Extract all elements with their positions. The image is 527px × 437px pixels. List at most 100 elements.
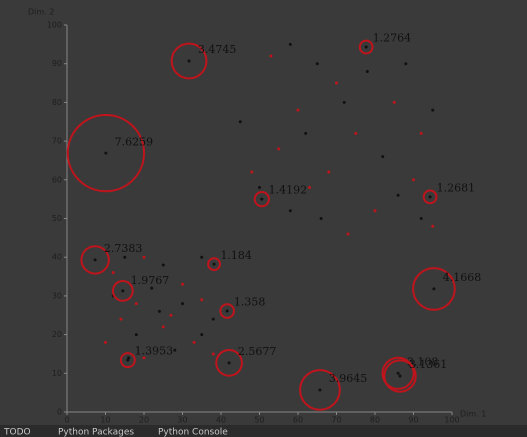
- y-tick-label: 80: [52, 98, 62, 107]
- x-tick-label: 0: [64, 416, 69, 425]
- point: [288, 42, 292, 46]
- outlier-label: 3.1361: [409, 358, 448, 371]
- point: [277, 147, 281, 151]
- outlier-label: 1.4192: [269, 183, 308, 196]
- point: [335, 81, 338, 85]
- point: [327, 170, 331, 174]
- x-axis-label: Dim. 1: [460, 410, 486, 419]
- point: [354, 131, 358, 135]
- y-tick-label: 40: [52, 253, 62, 262]
- outlier-circle: [381, 356, 415, 390]
- x-tick-label: 90: [408, 416, 418, 425]
- outlier-label: 7.6259: [115, 135, 154, 148]
- point: [431, 224, 435, 228]
- point: [346, 232, 350, 236]
- status-item[interactable]: Python Packages: [58, 428, 134, 437]
- point: [123, 255, 127, 259]
- point: [157, 309, 161, 313]
- outlier-label: 3.108: [407, 356, 439, 369]
- x-tick-label: 30: [177, 416, 187, 425]
- outlier-point: [126, 358, 130, 362]
- y-tick-label: 60: [52, 175, 62, 184]
- point: [419, 131, 423, 135]
- y-tick-label: 50: [52, 214, 62, 223]
- outlier-label: 1.9767: [131, 274, 170, 287]
- x-tick-label: 60: [293, 416, 303, 425]
- point: [238, 120, 242, 124]
- outlier-label: 1.3953: [135, 344, 174, 357]
- outlier-point: [396, 371, 400, 375]
- point: [181, 302, 184, 306]
- point: [373, 209, 377, 213]
- status-bar: [0, 425, 527, 437]
- point: [119, 317, 123, 321]
- point: [381, 155, 385, 159]
- outlier-label: 4.1668: [443, 271, 482, 284]
- outlier-point: [212, 262, 216, 266]
- y-tick-label: 0: [57, 408, 62, 417]
- point: [319, 217, 323, 220]
- outlier-circle: [358, 39, 374, 55]
- x-tick-label: 10: [100, 416, 110, 425]
- outlier-circle: [299, 369, 341, 411]
- point: [211, 317, 215, 321]
- status-item[interactable]: Python Console: [158, 428, 228, 437]
- point: [269, 54, 273, 58]
- point: [419, 217, 423, 220]
- outlier-label: 1.2764: [373, 32, 412, 45]
- y-axis-label: Dim. 2: [28, 8, 54, 17]
- outlier-circle: [253, 191, 270, 208]
- outlier-point: [398, 374, 402, 378]
- x-tick-label: 100: [444, 416, 459, 425]
- outlier-label: 2.7383: [104, 242, 143, 255]
- y-tick-label: 10: [52, 369, 62, 378]
- point: [396, 193, 400, 197]
- point: [173, 348, 177, 352]
- outlier-point: [187, 59, 191, 63]
- outlier-circle: [383, 359, 417, 393]
- outlier-label: 1.2681: [437, 181, 476, 194]
- outlier-circle: [80, 245, 110, 275]
- point: [342, 100, 346, 104]
- point: [142, 255, 146, 259]
- x-tick-label: 50: [254, 416, 264, 425]
- point: [181, 282, 184, 286]
- outlier-point: [432, 287, 436, 291]
- point: [412, 178, 415, 182]
- outlier-label: 3.9645: [329, 372, 368, 385]
- plot-background: [0, 0, 527, 425]
- status-item[interactable]: TODO: [3, 428, 31, 437]
- point: [392, 100, 396, 104]
- point: [169, 313, 173, 317]
- outlier-point: [428, 195, 432, 199]
- outlier-point: [121, 289, 125, 293]
- point: [211, 352, 215, 356]
- point: [308, 186, 312, 190]
- point: [127, 356, 131, 360]
- outlier-point: [104, 151, 108, 155]
- y-tick-label: 90: [52, 59, 62, 68]
- point: [200, 298, 204, 302]
- outlier-circle: [422, 189, 438, 205]
- outlier-circle: [111, 279, 134, 302]
- point: [161, 325, 165, 329]
- point: [315, 62, 319, 66]
- outlier-circle: [207, 257, 221, 272]
- outlier-label: 3.4745: [198, 43, 237, 56]
- point: [104, 340, 107, 344]
- point: [111, 271, 115, 275]
- point: [150, 286, 154, 290]
- outlier-label: 1.184: [220, 249, 252, 262]
- x-tick-label: 70: [331, 416, 341, 425]
- outlier-point: [318, 388, 322, 392]
- outlier-point: [227, 361, 231, 365]
- outlier-circle: [170, 42, 208, 80]
- point: [288, 209, 292, 213]
- outlier-circle: [219, 303, 235, 319]
- y-tick-label: 20: [52, 330, 62, 339]
- point: [404, 62, 408, 66]
- outlier-circle: [66, 113, 146, 193]
- outlier-label: 1.358: [234, 295, 266, 308]
- point: [200, 333, 204, 337]
